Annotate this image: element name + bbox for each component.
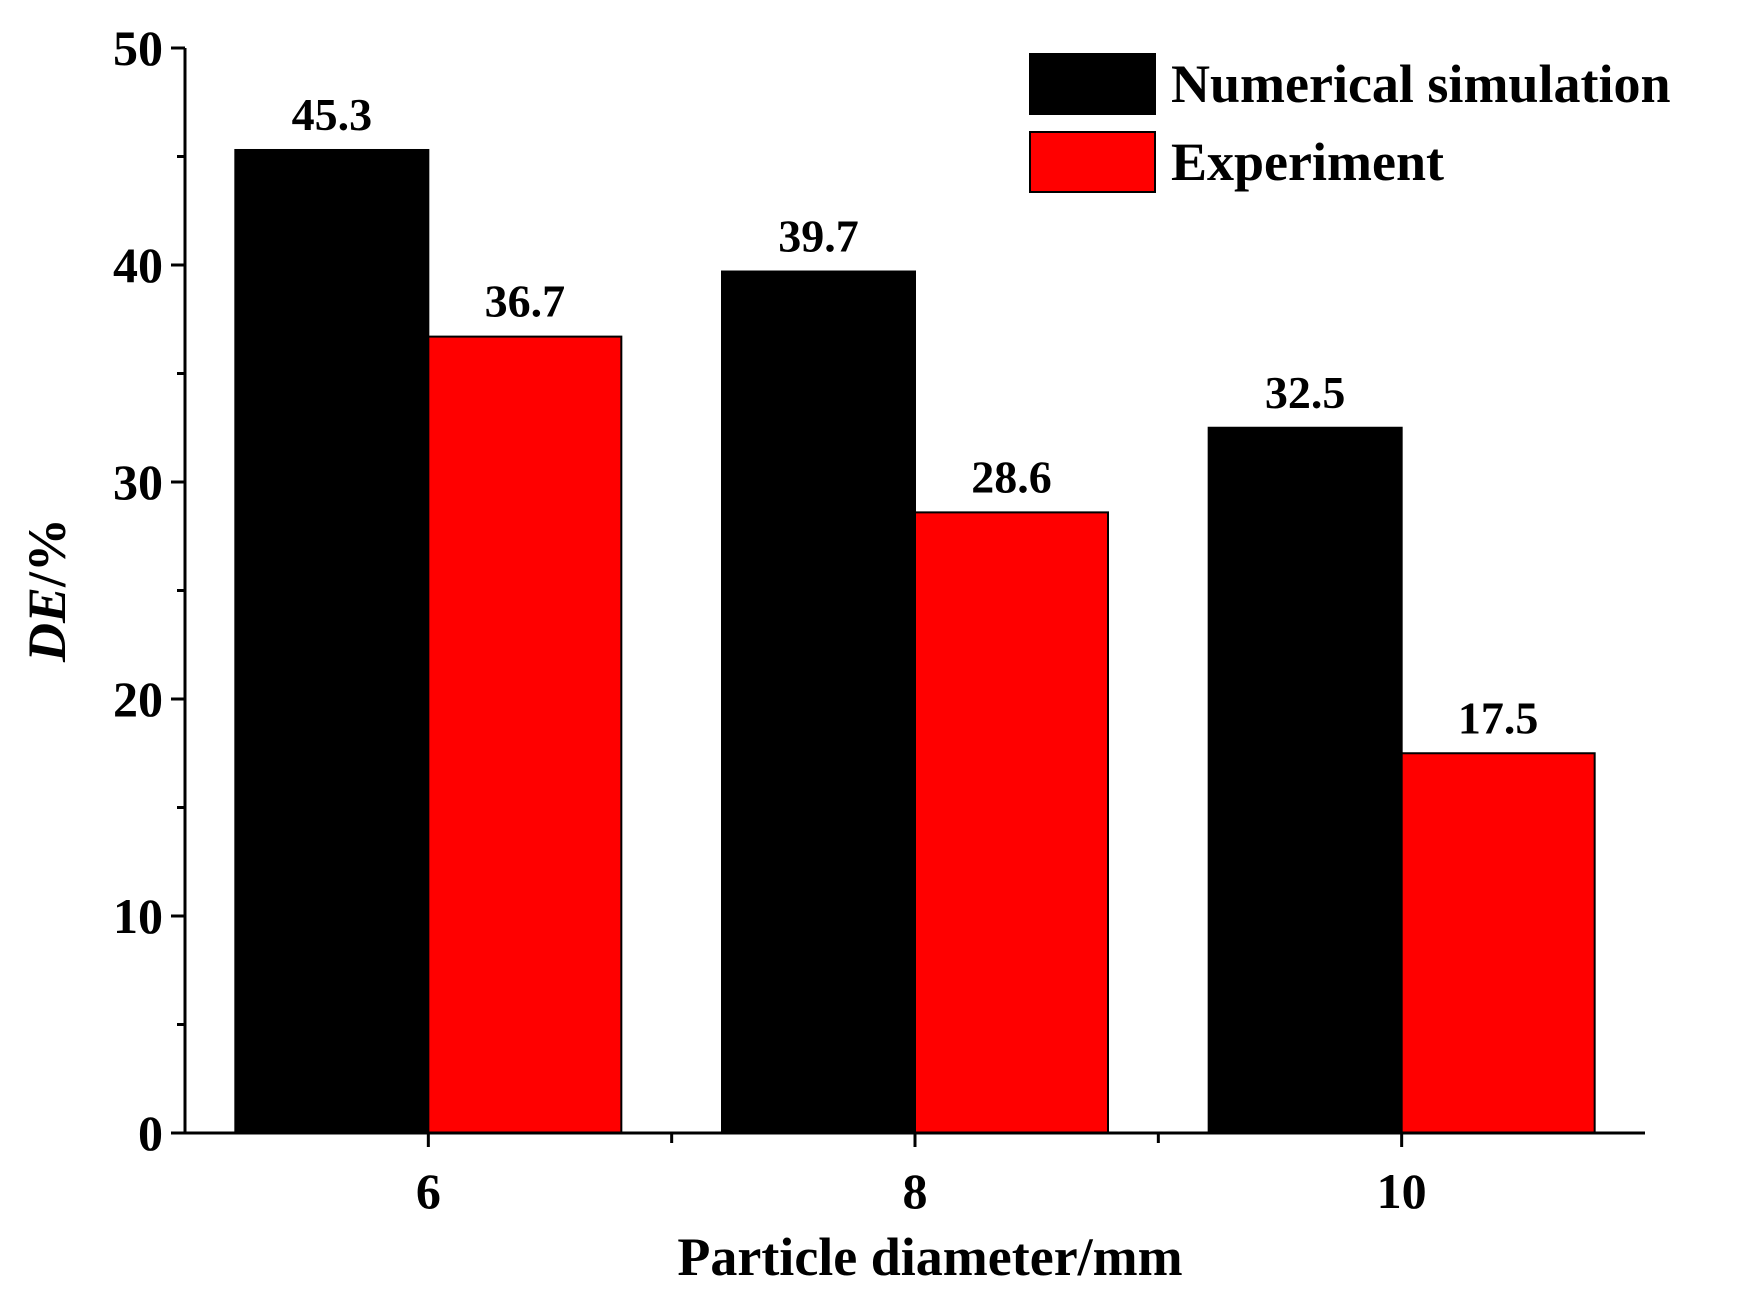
legend-swatch-experiment: [1029, 131, 1156, 193]
x-tick-label-6: 6: [416, 1163, 441, 1219]
x-axis-title: Particle diameter/mm: [677, 1227, 1182, 1287]
y-tick-label-30: 30: [113, 454, 163, 510]
bar-numerical-simulation-8: [721, 270, 916, 1134]
x-tick-label-8: 8: [903, 1163, 928, 1219]
bar-experiment-10: [1400, 752, 1596, 1134]
data-label-experiment-8: 28.6: [971, 451, 1052, 502]
bar-experiment-8: [914, 511, 1109, 1134]
bar-experiment-6: [427, 335, 623, 1134]
legend-label-experiment: Experiment: [1171, 132, 1444, 192]
legend: Numerical simulation Experiment: [1029, 53, 1670, 193]
x-tick-label-10: 10: [1377, 1163, 1427, 1219]
y-axis-title: DE/%: [17, 518, 77, 663]
bar-numerical-simulation-10: [1207, 426, 1403, 1134]
y-tick-label-40: 40: [113, 237, 163, 293]
y-tick-label-20: 20: [113, 671, 163, 727]
axes-layer: 0 10 20 30 40 50 6 8 10: [113, 20, 1645, 1219]
y-axis-title-variable: DE: [17, 587, 77, 663]
y-tick-label-50: 50: [113, 20, 163, 76]
y-tick-label-10: 10: [113, 888, 163, 944]
data-label-numerical-simulation-6: 45.3: [292, 89, 373, 140]
data-label-experiment-6: 36.7: [485, 276, 566, 327]
y-axis-title-unit: /%: [17, 518, 77, 588]
data-label-numerical-simulation-10: 32.5: [1265, 367, 1346, 418]
bar-numerical-simulation-6: [234, 148, 430, 1135]
data-label-experiment-10: 17.5: [1458, 692, 1539, 743]
legend-label-numerical-simulation: Numerical simulation: [1171, 54, 1670, 114]
bars-layer: [234, 148, 1596, 1135]
data-label-numerical-simulation-8: 39.7: [778, 211, 859, 262]
data-labels-layer: 45.3 39.7 32.5 36.7 28.6 17.5: [292, 89, 1539, 743]
legend-swatch-numerical-simulation: [1029, 53, 1156, 115]
y-tick-label-0: 0: [138, 1105, 163, 1161]
